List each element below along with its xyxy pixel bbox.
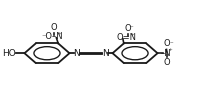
Text: O: O	[50, 23, 57, 32]
Text: O: O	[164, 39, 170, 48]
Text: N: N	[74, 49, 80, 58]
Text: ⁺: ⁺	[57, 33, 61, 39]
Text: HO: HO	[2, 49, 16, 58]
Text: ⁻: ⁻	[130, 26, 134, 32]
Text: O=N: O=N	[117, 33, 137, 42]
Text: ⁺: ⁺	[131, 34, 135, 40]
Text: O: O	[124, 24, 131, 33]
Text: ⁺: ⁺	[169, 49, 173, 55]
Text: ⁻O–N: ⁻O–N	[42, 32, 63, 41]
Text: ⁻: ⁻	[169, 42, 173, 48]
Text: –N: –N	[161, 49, 171, 58]
Text: N: N	[102, 49, 108, 58]
Text: O: O	[164, 58, 170, 67]
